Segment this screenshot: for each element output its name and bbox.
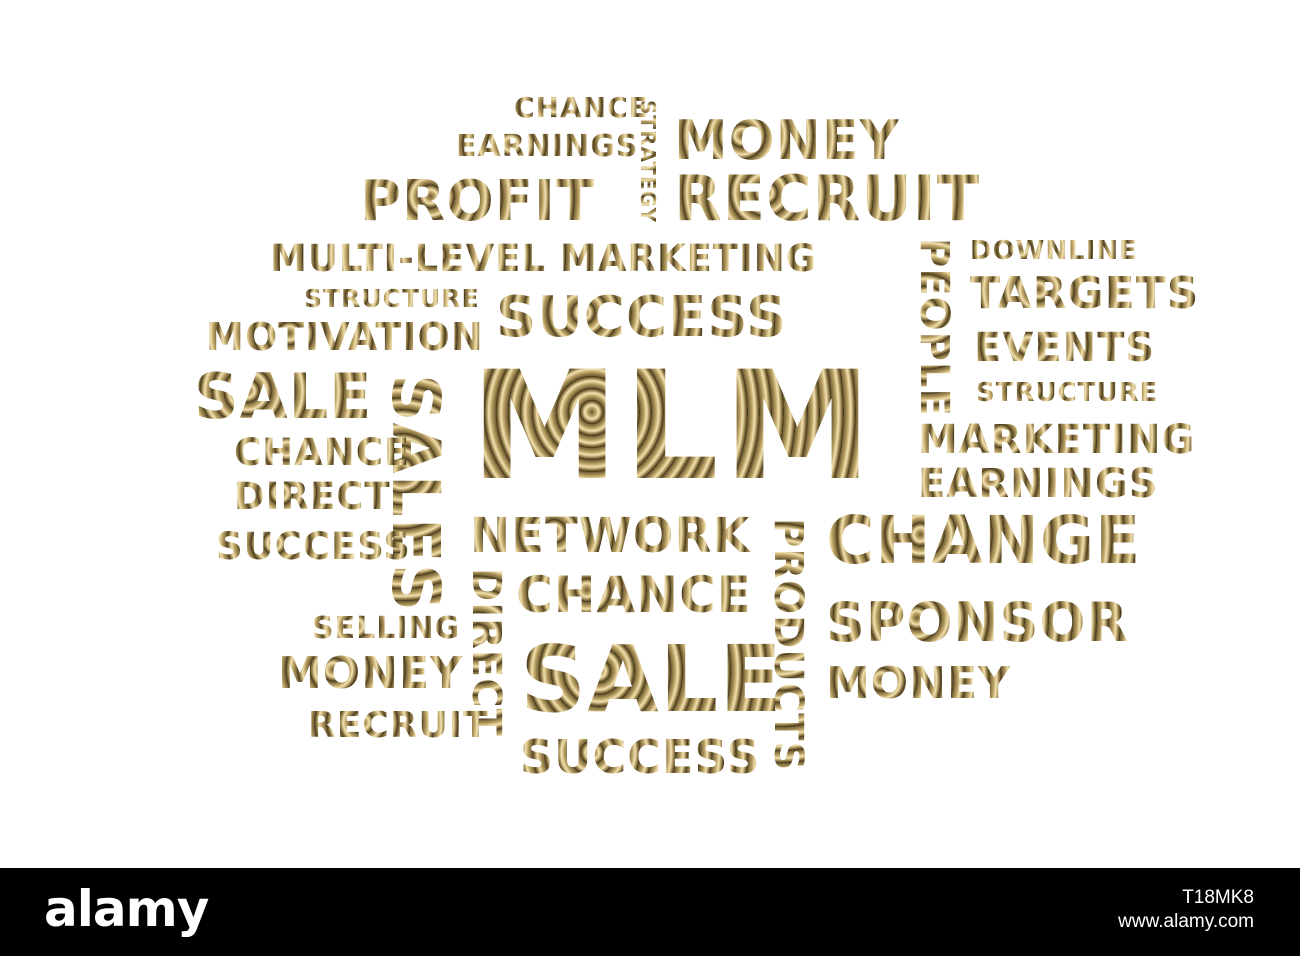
alamy-logo: alamy	[44, 880, 209, 938]
image-id-block: T18MK8 www.alamy.com	[1118, 886, 1254, 934]
image-id: T18MK8	[1182, 887, 1254, 908]
word-success-top: SUCCESS	[496, 285, 788, 350]
word-motivation: MOTIVATION	[206, 315, 484, 359]
word-profit: PROFIT	[360, 169, 596, 234]
word-money-left: MONEY	[278, 648, 463, 699]
word-marketing: MARKETING	[918, 417, 1196, 463]
word-success-bottom: SUCCESS	[520, 730, 761, 784]
word-direct-vertical: DIRECT	[463, 568, 509, 737]
word-events: EVENTS	[974, 325, 1156, 371]
word-change: CHANGE	[826, 502, 1142, 579]
word-people: PEOPLE	[911, 238, 957, 417]
word-sales: SALES	[377, 374, 454, 613]
word-strategy: STRATEGY	[636, 100, 660, 224]
stock-footer: alamy T18MK8 www.alamy.com	[0, 868, 1300, 956]
word-sponsor: SPONSOR	[826, 591, 1129, 654]
word-structure-right: STRUCTURE	[976, 378, 1159, 408]
word-targets: TARGETS	[970, 268, 1200, 319]
word-earnings-right: EARNINGS	[918, 461, 1159, 507]
word-money-top: MONEY	[674, 109, 900, 172]
word-direct-left: DIRECT	[234, 475, 391, 518]
word-structure-left: STRUCTURE	[304, 284, 480, 313]
word-success-left: SUCCESS	[216, 525, 411, 568]
word-sale-left: SALE	[194, 360, 373, 433]
word-network: NETWORK	[470, 508, 751, 564]
site-url: www.alamy.com	[1118, 910, 1254, 932]
word-earnings-top: EARNINGS	[456, 129, 639, 164]
word-recruit-bottom: RECRUIT	[308, 705, 489, 746]
word-money-right: MONEY	[826, 658, 1011, 709]
word-chance-top: CHANCE	[514, 91, 649, 124]
word-chance-center: CHANCE	[516, 566, 752, 624]
word-multi-level-marketing: MULTI-LEVEL MARKETING	[270, 237, 818, 280]
word-cloud: CHANCE STRATEGY EARNINGS MONEY PROFIT RE…	[194, 91, 1200, 784]
word-mlm: MLM	[470, 340, 877, 514]
word-downline: DOWNLINE	[970, 236, 1138, 266]
word-products: PRODUCTS	[765, 518, 811, 772]
word-chance-left: CHANCE	[234, 431, 411, 474]
word-selling: SELLING	[312, 611, 461, 646]
word-recruit-top: RECRUIT	[674, 162, 981, 235]
word-sale-center: SALE	[520, 626, 783, 733]
